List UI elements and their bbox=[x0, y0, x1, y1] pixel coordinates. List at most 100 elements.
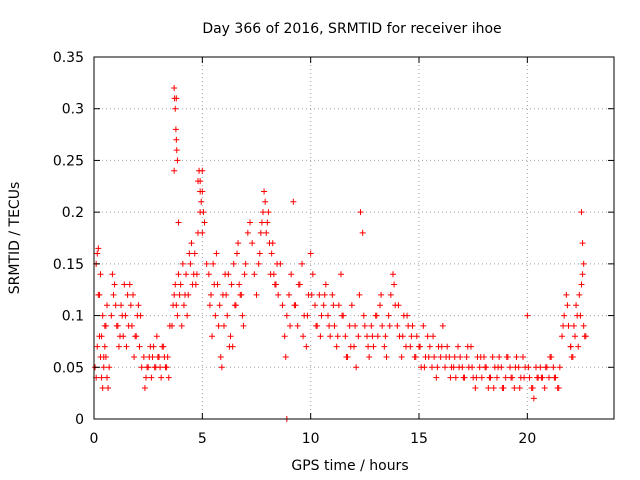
data-point bbox=[173, 95, 180, 102]
data-point bbox=[325, 312, 331, 319]
data-point bbox=[309, 271, 316, 278]
data-point bbox=[390, 271, 396, 278]
data-point bbox=[228, 281, 235, 288]
data-point bbox=[173, 136, 180, 143]
data-point bbox=[424, 333, 431, 340]
data-point bbox=[232, 302, 239, 309]
data-point bbox=[236, 281, 243, 288]
data-point bbox=[359, 229, 366, 236]
data-point bbox=[575, 343, 582, 350]
data-point bbox=[439, 322, 446, 329]
data-point bbox=[573, 302, 580, 309]
data-point bbox=[579, 240, 586, 247]
data-point bbox=[227, 333, 234, 340]
data-point bbox=[570, 322, 577, 329]
data-point bbox=[237, 291, 244, 298]
y-tick-label: 0.2 bbox=[62, 205, 84, 221]
data-point bbox=[507, 364, 513, 371]
data-point bbox=[96, 291, 103, 298]
data-point bbox=[477, 353, 484, 360]
data-point bbox=[564, 302, 571, 309]
data-point bbox=[308, 291, 315, 298]
data-point bbox=[101, 343, 108, 350]
data-point bbox=[431, 353, 438, 360]
x-tick-label: 10 bbox=[302, 431, 320, 447]
data-point bbox=[169, 322, 175, 329]
y-tick-label: 0.1 bbox=[62, 309, 84, 325]
data-point bbox=[100, 364, 107, 371]
data-point bbox=[381, 343, 388, 350]
data-point bbox=[174, 157, 181, 164]
data-point bbox=[379, 322, 386, 329]
data-point bbox=[175, 219, 182, 226]
data-point bbox=[108, 312, 115, 319]
data-point bbox=[331, 322, 338, 329]
x-axis-label: GPS time / hours bbox=[291, 458, 408, 474]
data-point bbox=[124, 291, 131, 298]
data-point bbox=[450, 364, 457, 371]
data-point bbox=[126, 281, 133, 288]
data-point bbox=[426, 343, 433, 350]
data-point bbox=[118, 302, 125, 309]
data-point bbox=[165, 374, 172, 381]
data-point bbox=[420, 322, 427, 329]
data-point bbox=[529, 384, 536, 391]
data-point bbox=[312, 302, 318, 309]
data-point bbox=[494, 374, 500, 381]
data-point bbox=[115, 343, 122, 350]
data-point bbox=[99, 312, 106, 319]
data-point bbox=[377, 302, 383, 309]
data-point bbox=[537, 364, 544, 371]
data-point bbox=[579, 271, 586, 278]
data-point bbox=[512, 364, 519, 371]
data-point bbox=[391, 281, 398, 288]
data-point bbox=[581, 333, 588, 340]
data-point bbox=[221, 322, 227, 329]
x-tick-label: 0 bbox=[90, 431, 99, 447]
data-point bbox=[98, 333, 105, 340]
data-point bbox=[395, 302, 402, 309]
data-point bbox=[478, 374, 485, 381]
data-point bbox=[212, 312, 219, 319]
data-point bbox=[555, 384, 562, 391]
data-point bbox=[154, 353, 161, 360]
data-point bbox=[417, 343, 424, 350]
data-point bbox=[106, 364, 113, 371]
data-point bbox=[176, 291, 183, 298]
data-point bbox=[457, 353, 464, 360]
data-point bbox=[565, 322, 572, 329]
data-point bbox=[201, 219, 208, 226]
data-point bbox=[321, 291, 328, 298]
data-point bbox=[348, 302, 355, 309]
data-point bbox=[157, 364, 164, 371]
data-point bbox=[485, 384, 492, 391]
data-point bbox=[265, 209, 272, 216]
data-point bbox=[482, 364, 489, 371]
data-point bbox=[409, 322, 416, 329]
data-point bbox=[263, 229, 270, 236]
data-point bbox=[398, 353, 405, 360]
data-point bbox=[140, 353, 147, 360]
data-point bbox=[177, 281, 184, 288]
data-point bbox=[394, 322, 401, 329]
x-tick-label: 15 bbox=[410, 431, 428, 447]
data-point bbox=[95, 245, 102, 252]
data-point bbox=[187, 260, 194, 267]
data-point bbox=[102, 322, 109, 329]
data-point bbox=[434, 364, 441, 371]
data-point bbox=[572, 333, 578, 340]
data-point bbox=[451, 353, 458, 360]
plot-frame bbox=[93, 56, 615, 420]
data-point bbox=[360, 312, 367, 319]
data-point bbox=[333, 343, 340, 350]
data-point bbox=[178, 322, 185, 329]
data-point bbox=[464, 343, 471, 350]
data-point bbox=[326, 322, 333, 329]
data-point bbox=[251, 271, 258, 278]
data-point bbox=[98, 374, 105, 381]
data-points bbox=[92, 85, 589, 422]
data-point bbox=[520, 353, 526, 360]
data-point bbox=[218, 364, 225, 371]
data-point bbox=[508, 374, 515, 381]
data-point bbox=[247, 219, 253, 226]
